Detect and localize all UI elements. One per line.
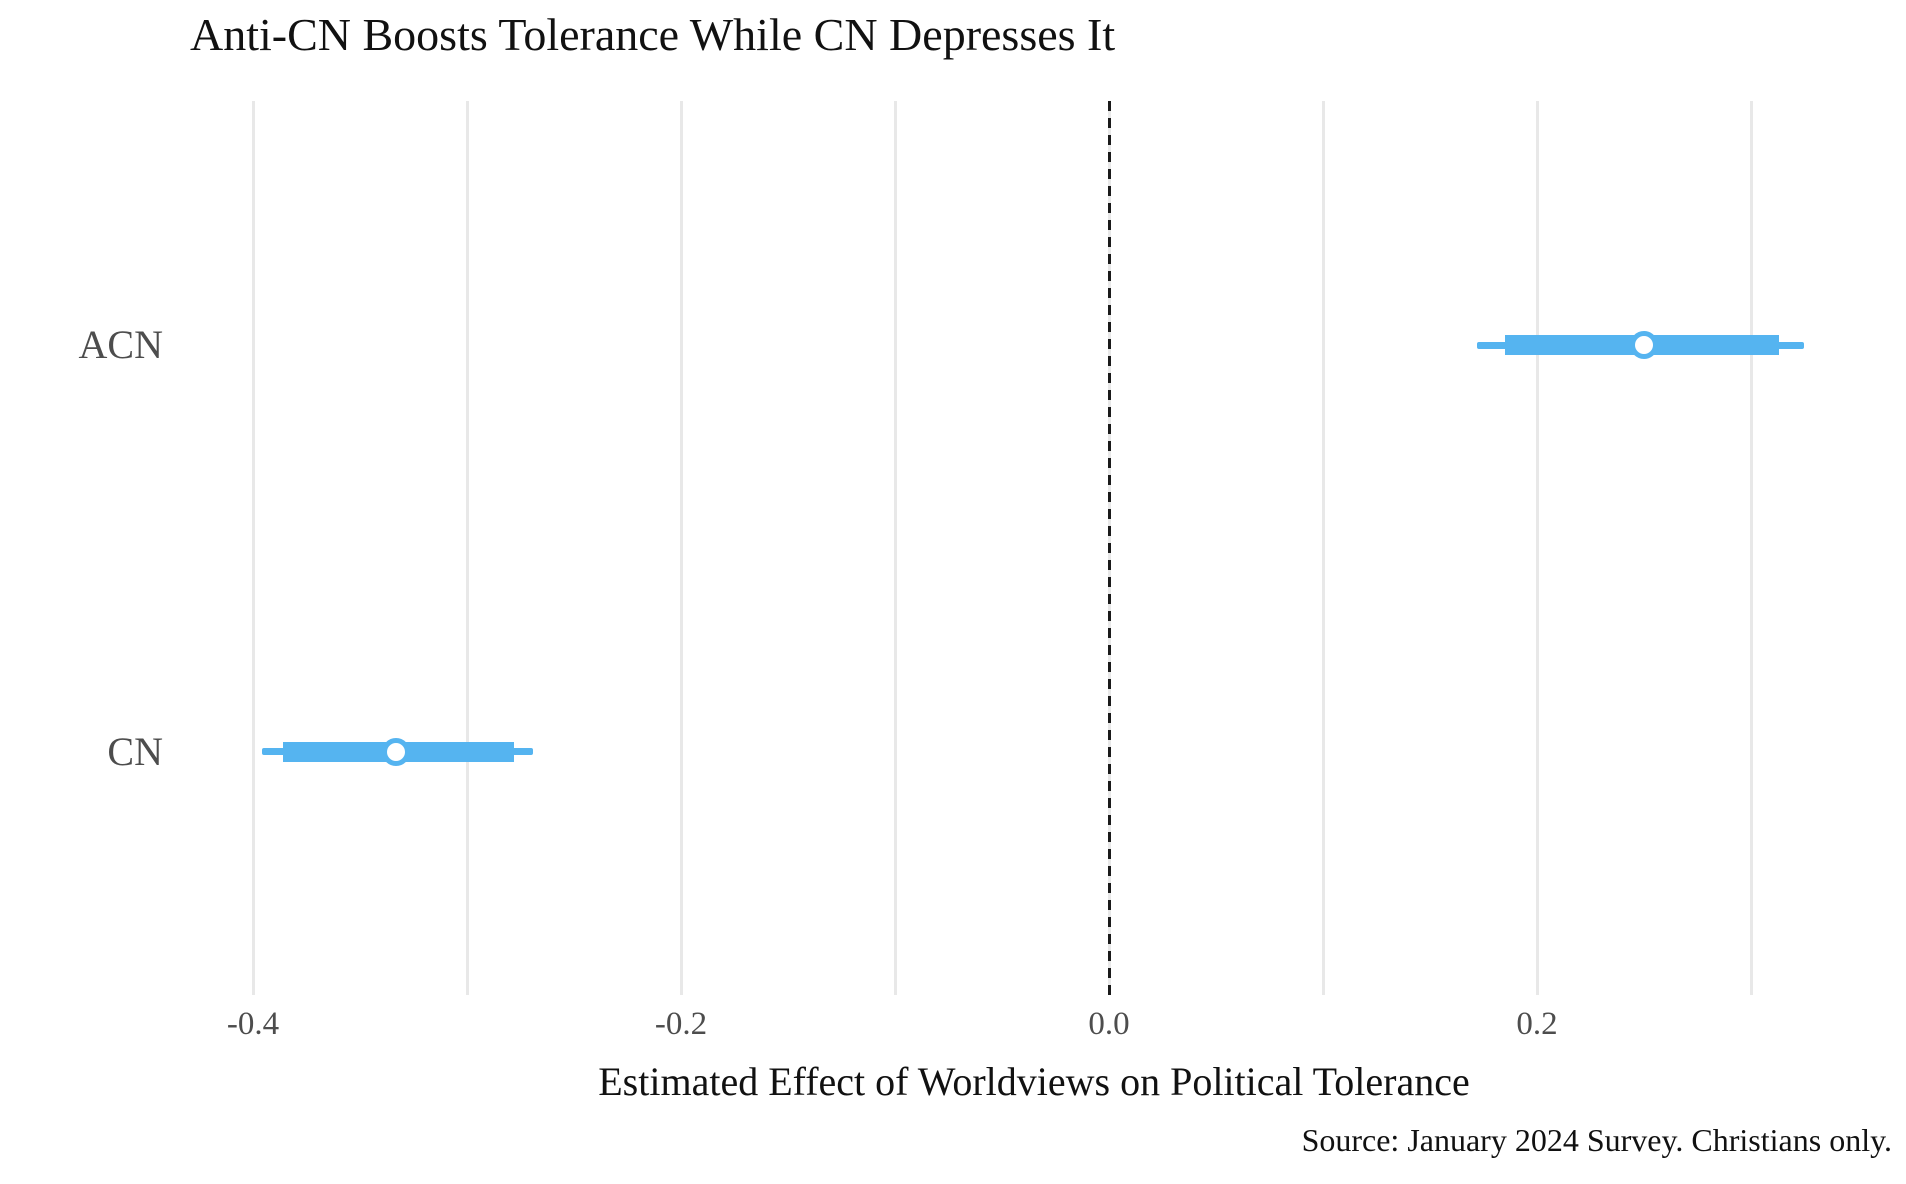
gridline (465, 101, 469, 995)
source-caption: Source: January 2024 Survey. Christians … (1301, 1122, 1892, 1158)
x-tick-label: 0.2 (1516, 1006, 1558, 1042)
x-tick-label: -0.2 (654, 1006, 708, 1042)
y-axis-label-cn: CN (107, 728, 163, 774)
x-tick-label: 0.0 (1088, 1006, 1130, 1042)
y-axis-label-acn: ACN (78, 322, 163, 368)
point-marker (1630, 331, 1658, 360)
gridline (1321, 101, 1325, 995)
gridline (1749, 101, 1753, 995)
gridline (893, 101, 897, 995)
gridline (251, 101, 255, 995)
x-tick-label: -0.4 (226, 1006, 280, 1042)
gridline (1535, 101, 1539, 995)
gridline (679, 101, 683, 995)
x-axis-title: Estimated Effect of Worldviews on Politi… (598, 1059, 1470, 1104)
chart-title: Anti-CN Boosts Tolerance While CN Depres… (190, 9, 1116, 60)
point-marker (382, 737, 411, 766)
zero-reference-line (1107, 101, 1111, 995)
